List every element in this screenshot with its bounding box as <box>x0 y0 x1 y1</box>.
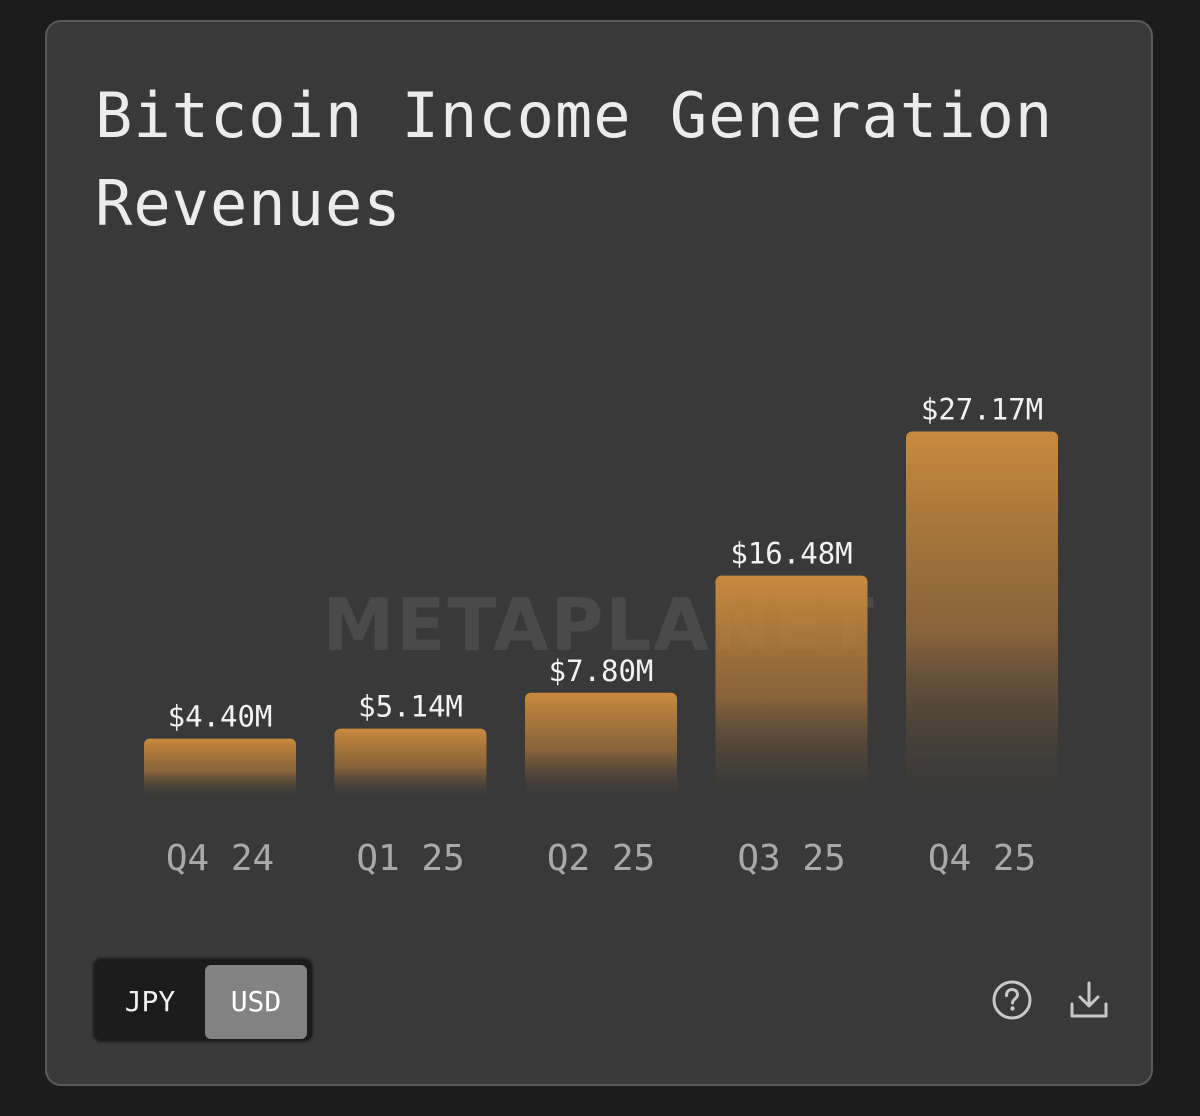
bar-q4-24 <box>144 738 296 798</box>
bar-value-label: $4.40M <box>168 700 273 734</box>
chart-title: Bitcoin Income Generation Revenues <box>95 79 1054 240</box>
currency-option-jpy[interactable]: JPY <box>124 985 176 1018</box>
x-tick-label: Q2 25 <box>547 838 655 879</box>
bar-value-label: $27.17M <box>921 392 1043 426</box>
currency-option-usd[interactable]: USD <box>205 965 307 1039</box>
download-icon[interactable] <box>1066 977 1112 1023</box>
bar-q1-25 <box>334 728 487 798</box>
bar-q2-25 <box>525 692 677 798</box>
bar-q4-25 <box>906 431 1058 798</box>
bars-layer: $4.40M Q4 24 $5.14M Q1 25 $7.80M Q2 25 $16.48M… <box>144 392 1058 879</box>
currency-toggle: JPY USD <box>92 957 314 1043</box>
bar-value-label: $16.48M <box>730 537 852 571</box>
x-tick-label: Q3 25 <box>737 838 845 879</box>
x-tick-label: Q4 24 <box>166 838 274 879</box>
bar-value-label: $7.80M <box>549 654 654 688</box>
chart-card: Bitcoin Income Generation Revenues METAP… <box>45 20 1153 1086</box>
x-tick-label: Q4 25 <box>928 838 1036 879</box>
bar-q3-25 <box>715 575 868 798</box>
bar-value-label: $5.14M <box>358 690 463 724</box>
x-tick-label: Q1 25 <box>356 838 464 879</box>
help-circle-icon[interactable] <box>989 977 1035 1023</box>
